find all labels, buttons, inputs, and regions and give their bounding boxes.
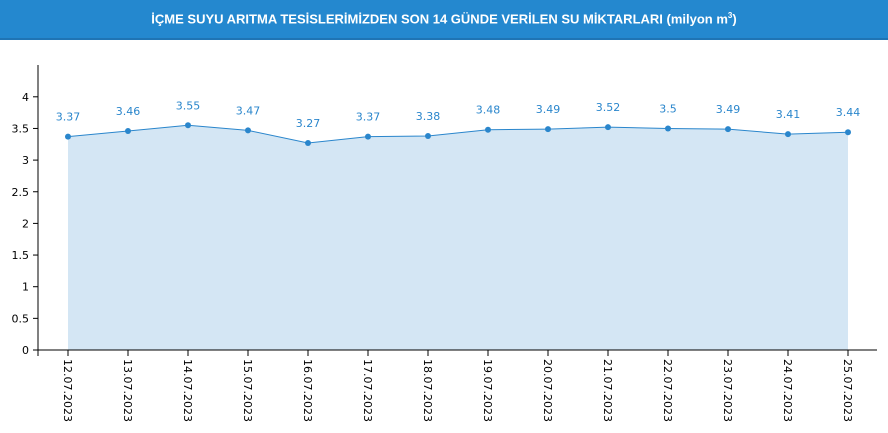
y-tick-label: 3.5 (12, 122, 30, 135)
y-tick-label: 0 (22, 344, 29, 357)
x-tick-label: 17.07.2023 (361, 359, 374, 422)
data-point (485, 126, 491, 133)
data-point (605, 124, 611, 131)
data-label: 3.46 (116, 105, 141, 118)
data-label: 3.49 (716, 103, 741, 116)
data-label: 3.37 (356, 111, 381, 124)
data-point (425, 133, 431, 140)
x-tick-label: 22.07.2023 (661, 359, 674, 422)
data-point (245, 127, 251, 134)
data-point (545, 126, 551, 133)
x-tick-label: 15.07.2023 (241, 359, 254, 422)
data-label: 3.49 (536, 103, 561, 116)
data-label: 3.55 (176, 99, 201, 112)
data-label: 3.38 (416, 110, 441, 123)
data-point (305, 140, 311, 147)
data-point (125, 127, 131, 134)
x-tick-label: 14.07.2023 (181, 359, 194, 422)
y-tick-label: 4 (22, 91, 29, 104)
x-tick-label: 18.07.2023 (421, 359, 434, 422)
x-tick-label: 16.07.2023 (301, 359, 314, 422)
x-tick-label: 25.07.2023 (841, 359, 854, 422)
data-label: 3.52 (596, 101, 621, 114)
chart-title: İÇME SUYU ARITMA TESİSLERİMİZDEN SON 14 … (151, 11, 737, 27)
y-tick-label: 2 (22, 217, 29, 230)
data-label: 3.27 (296, 117, 321, 130)
y-tick-label: 1.5 (12, 249, 30, 262)
data-label: 3.41 (776, 108, 801, 121)
data-point (845, 129, 851, 136)
x-tick-label: 24.07.2023 (781, 359, 794, 422)
area-fill (68, 125, 848, 350)
data-label: 3.47 (236, 104, 261, 117)
data-label: 3.48 (476, 104, 501, 117)
chart-title-bar: İÇME SUYU ARITMA TESİSLERİMİZDEN SON 14 … (0, 0, 888, 40)
x-tick-label: 12.07.2023 (61, 359, 74, 422)
data-label: 3.44 (836, 106, 861, 119)
data-label: 3.37 (56, 111, 81, 124)
data-point (65, 133, 71, 140)
data-point (365, 133, 371, 140)
x-tick-label: 23.07.2023 (721, 359, 734, 422)
x-tick-label: 19.07.2023 (481, 359, 494, 422)
y-tick-label: 3 (22, 154, 29, 167)
data-point (785, 131, 791, 138)
data-point (665, 125, 671, 132)
y-tick-label: 1 (22, 281, 29, 294)
data-point (725, 126, 731, 133)
x-tick-label: 13.07.2023 (121, 359, 134, 422)
series-line (67, 124, 849, 144)
x-tick-label: 20.07.2023 (541, 359, 554, 422)
data-point (185, 122, 191, 129)
data-label: 3.5 (659, 102, 677, 115)
y-tick-label: 0.5 (12, 312, 30, 325)
y-tick-label: 2.5 (12, 186, 30, 199)
x-tick-label: 21.07.2023 (601, 359, 614, 422)
